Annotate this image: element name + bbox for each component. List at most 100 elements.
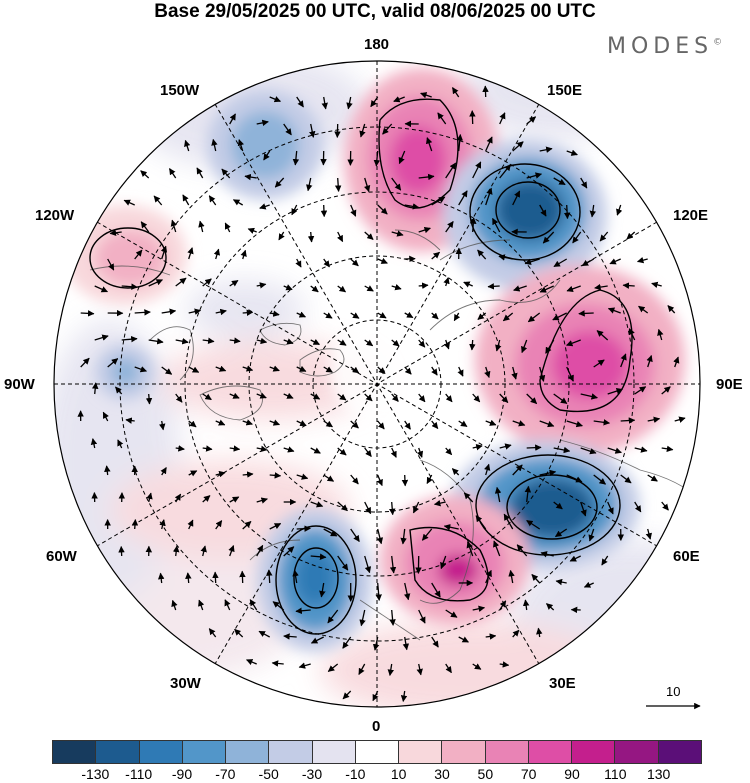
wind-vector-arrow bbox=[469, 339, 476, 351]
wind-vector-arrow bbox=[499, 661, 510, 668]
wind-vector-arrow bbox=[566, 420, 583, 428]
wind-vector-arrow bbox=[213, 248, 221, 260]
wind-vector-arrow bbox=[456, 133, 464, 152]
wind-vector-arrow bbox=[224, 222, 231, 233]
wind-vector-arrow bbox=[443, 339, 450, 350]
wind-vector-arrow bbox=[309, 123, 316, 138]
wind-vector-arrow bbox=[109, 229, 122, 236]
wind-vector-arrow bbox=[188, 470, 198, 477]
wind-vector-arrow bbox=[310, 338, 320, 346]
wind-vector-arrow bbox=[247, 227, 257, 234]
wind-vector-arrow bbox=[445, 220, 454, 233]
wind-vector-arrow bbox=[484, 366, 491, 379]
wind-vector-arrow bbox=[433, 499, 446, 507]
wind-vector-arrow bbox=[271, 660, 284, 667]
wind-vector-arrow bbox=[596, 330, 609, 341]
wind-vector-arrow bbox=[377, 312, 387, 319]
wind-vector-arrow bbox=[364, 231, 374, 240]
graticule bbox=[54, 61, 700, 707]
wind-vector-arrow bbox=[296, 365, 307, 372]
wind-vector-arrow bbox=[402, 636, 410, 651]
page-title: Base 29/05/2025 00 UTC, valid 08/06/2025… bbox=[154, 1, 596, 22]
wind-vector-arrow bbox=[107, 258, 115, 271]
wind-vector-arrow bbox=[492, 217, 501, 233]
wind-vector-arrow bbox=[320, 204, 328, 218]
wind-vector-arrow bbox=[566, 149, 578, 156]
wind-vector-arrow bbox=[418, 609, 426, 624]
wind-vector-arrow bbox=[388, 501, 396, 516]
wind-vector-arrow bbox=[445, 609, 458, 618]
wind-vector-arrow bbox=[403, 582, 411, 601]
wind-vector-arrow bbox=[323, 474, 335, 482]
wind-vector-arrow bbox=[359, 609, 366, 627]
wind-vector-arrow bbox=[607, 447, 622, 454]
wind-vector-arrow bbox=[457, 366, 464, 377]
wind-vector-arrow bbox=[148, 338, 164, 345]
wind-vector-arrow bbox=[638, 305, 649, 314]
wind-vector-arrow bbox=[418, 282, 429, 289]
wind-vector-arrow bbox=[296, 473, 309, 480]
wind-vector-arrow bbox=[310, 553, 327, 561]
wind-vector-arrow bbox=[431, 251, 440, 260]
brand-name: MODES bbox=[607, 34, 714, 59]
colorbar-tick-label: 130 bbox=[646, 766, 671, 782]
wind-vector-arrow bbox=[667, 305, 676, 314]
wind-vector-arrow bbox=[121, 335, 138, 343]
wind-vector-arrow bbox=[346, 96, 353, 110]
coastlines bbox=[89, 229, 700, 641]
wind-vector-arrow bbox=[364, 447, 372, 458]
wind-vector-arrow bbox=[256, 282, 267, 289]
wind-vector-arrow bbox=[94, 334, 109, 341]
wind-vector-arrow bbox=[440, 555, 447, 570]
wind-vector-arrow bbox=[229, 113, 236, 125]
colorbar-tick-label: 90 bbox=[564, 766, 580, 782]
wind-vector-arrow bbox=[170, 219, 177, 233]
wind-vector-arrow bbox=[278, 231, 285, 241]
wind-vector-arrow bbox=[372, 636, 380, 651]
colorbar-swatch bbox=[139, 741, 183, 763]
colorbar-swatch bbox=[226, 741, 270, 763]
wind-vector-arrow bbox=[391, 339, 400, 347]
wind-vector-arrow bbox=[269, 310, 280, 317]
colorbar-tick-label: 30 bbox=[434, 766, 450, 782]
wind-vector-arrow bbox=[431, 312, 439, 320]
wind-vector-arrow bbox=[622, 282, 635, 289]
wind-vector-arrow bbox=[242, 521, 252, 530]
wind-vector-arrow bbox=[404, 366, 412, 375]
wind-vector-arrow bbox=[628, 328, 636, 341]
wind-vector-arrow bbox=[400, 690, 408, 702]
wind-vector-arrow bbox=[418, 173, 435, 181]
wind-vector-arrow bbox=[524, 485, 532, 503]
wind-vector-arrow bbox=[307, 231, 315, 243]
wind-vector-arrow bbox=[451, 468, 460, 476]
wind-vector-arrow bbox=[266, 569, 273, 584]
wind-vector-arrow bbox=[208, 195, 217, 206]
wind-vector-arrow bbox=[566, 285, 581, 292]
wind-vector-arrow bbox=[310, 447, 321, 454]
lon-label-90w: 90W bbox=[4, 376, 35, 393]
wind-vector-arrow bbox=[350, 258, 359, 267]
wind-vector-arrow bbox=[215, 419, 226, 426]
wind-vector-arrow bbox=[545, 339, 555, 354]
colorbar-swatch bbox=[355, 741, 400, 763]
colorbar bbox=[52, 740, 702, 764]
wind-vector-arrow bbox=[310, 285, 319, 293]
wind-vector-arrow bbox=[306, 177, 313, 192]
wind-vector-arrow bbox=[458, 190, 468, 206]
wind-vector-arrow bbox=[258, 630, 271, 638]
colorbar-tick-label: 10 bbox=[390, 766, 407, 782]
colorbar-swatch bbox=[312, 741, 356, 763]
wind-vector-arrow bbox=[463, 281, 473, 288]
wind-vector-arrow bbox=[463, 492, 474, 503]
wind-vector-arrow bbox=[202, 278, 212, 287]
wind-vector-arrow bbox=[593, 359, 605, 368]
wind-vector-arrow bbox=[493, 540, 501, 557]
wind-vector-arrow bbox=[198, 599, 205, 611]
wind-vector-arrow bbox=[184, 139, 191, 152]
wind-vector-arrow bbox=[431, 636, 439, 648]
wind-vector-arrow bbox=[350, 366, 360, 374]
wind-vector-arrow bbox=[239, 570, 246, 584]
wind-vector-arrow bbox=[647, 474, 658, 482]
wind-vector-arrow bbox=[661, 501, 669, 511]
